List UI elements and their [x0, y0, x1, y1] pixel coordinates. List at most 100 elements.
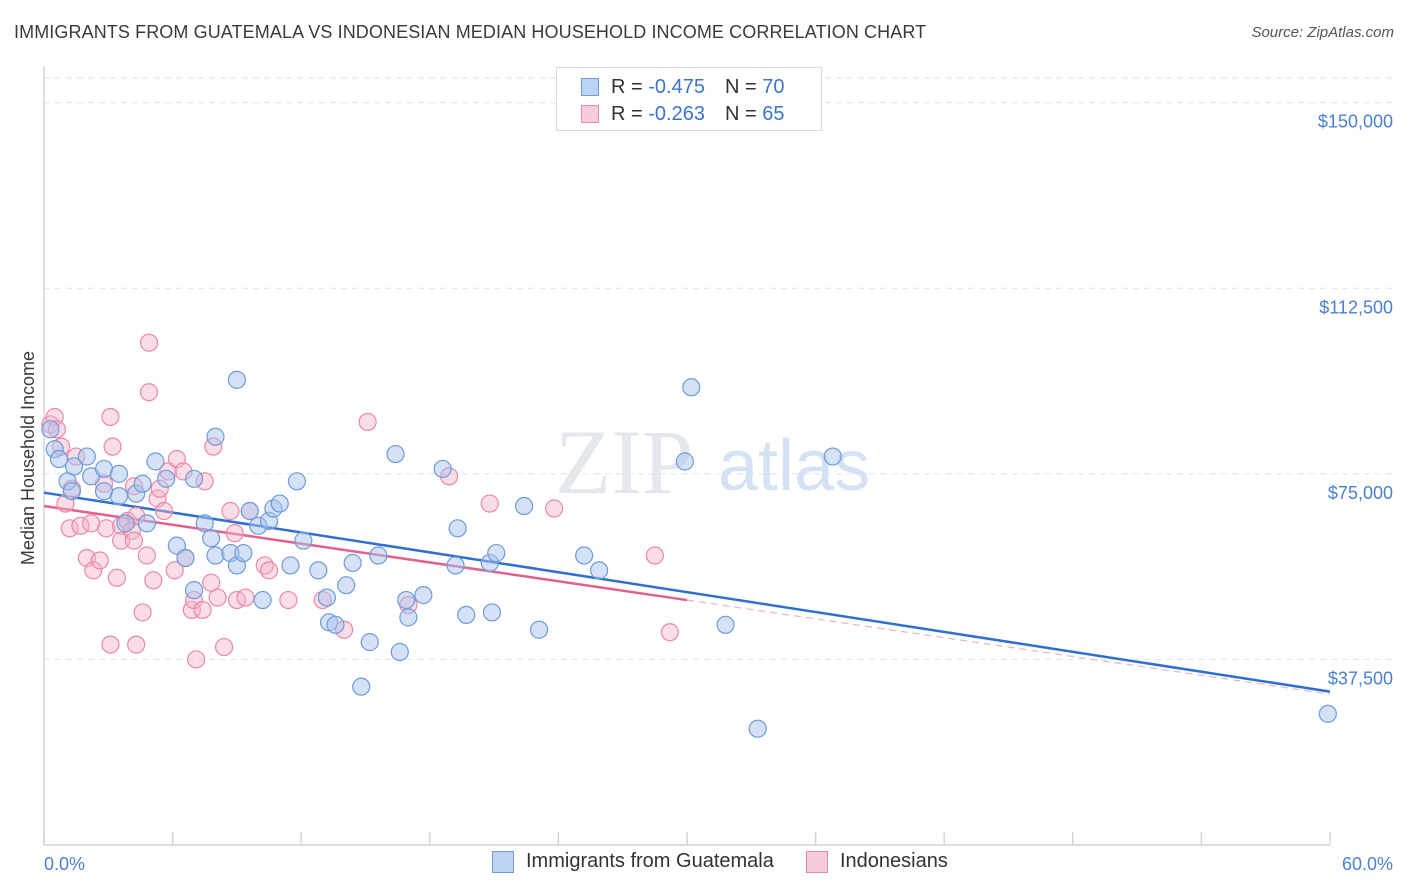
legend-r-label: R =: [611, 102, 643, 125]
data-point-guatemala: [64, 457, 84, 476]
axis-labels: $37,500 $75,000 $112,500 $150,000 0.0% 60.0% M…: [18, 112, 1393, 874]
data-point-guatemala: [157, 469, 176, 488]
data-point-indonesians: [127, 635, 146, 654]
legend-swatch-pink: [806, 850, 828, 873]
data-point-guatemala: [482, 603, 502, 622]
watermark-atlas: atlas: [718, 426, 870, 506]
data-point-guatemala: [446, 556, 465, 575]
legend-item-indonesians: Indonesians: [806, 850, 948, 873]
data-point-indonesians: [82, 514, 101, 533]
data-point-indonesians: [144, 571, 163, 590]
data-point-indonesians: [133, 603, 152, 622]
data-point-guatemala: [590, 561, 609, 580]
data-point-guatemala: [109, 487, 129, 506]
legend-r-label: R =: [611, 75, 643, 98]
legend-item-guatemala: Immigrants from Guatemala: [492, 850, 774, 873]
data-point-guatemala: [62, 482, 81, 501]
data-point-guatemala: [326, 615, 345, 634]
data-point-guatemala: [227, 370, 246, 389]
legend-n-label: N =: [724, 75, 757, 98]
y-tick-label: $112,500: [1319, 297, 1393, 317]
data-point-indonesians: [660, 623, 679, 642]
data-point-guatemala: [116, 514, 135, 533]
data-point-indonesians: [208, 588, 227, 607]
data-point-indonesians: [101, 635, 120, 654]
data-point-guatemala: [206, 546, 225, 565]
data-point-indonesians: [139, 333, 159, 352]
data-point-guatemala: [487, 543, 506, 563]
data-point-indonesians: [545, 499, 564, 518]
data-point-guatemala: [94, 459, 114, 479]
data-point-guatemala: [317, 588, 337, 607]
data-point-guatemala: [1318, 704, 1337, 723]
data-point-guatemala: [176, 548, 195, 568]
y-axis-label: Median Household Income: [18, 351, 38, 565]
data-point-guatemala: [94, 482, 114, 501]
legend-row-guatemala: R = -0.475 N = 70: [581, 76, 784, 98]
data-point-guatemala: [184, 469, 204, 488]
legend-row-indonesians: R = -0.263 N = 65: [581, 103, 784, 125]
trend-line-indonesians-extension: [686, 599, 1331, 695]
y-tick-label: $150,000: [1318, 112, 1393, 132]
data-point-guatemala: [287, 472, 307, 491]
data-point-guatemala: [49, 449, 69, 469]
y-tick-label: $75,000: [1328, 483, 1393, 503]
x-tick-label-min: 0.0%: [44, 854, 85, 874]
data-point-indonesians: [225, 524, 244, 543]
data-point-indonesians: [214, 637, 234, 657]
data-point-guatemala: [682, 378, 701, 397]
watermark-zip: ZIP: [555, 411, 693, 513]
watermark: ZIP atlas: [555, 411, 870, 513]
data-point-guatemala: [270, 494, 289, 513]
data-point-indonesians: [358, 412, 377, 432]
data-point-indonesians: [103, 437, 122, 456]
data-point-guatemala: [309, 561, 328, 580]
data-point-indonesians: [84, 561, 103, 580]
data-point-guatemala: [184, 581, 204, 600]
legend-r-value: -0.475: [648, 75, 705, 98]
data-point-guatemala: [369, 546, 388, 565]
data-point-indonesians: [154, 501, 174, 521]
legend-swatch-pink: [581, 105, 599, 123]
data-point-guatemala: [133, 474, 152, 493]
data-point-indonesians: [137, 546, 156, 565]
axes: [43, 66, 1331, 846]
data-point-guatemala: [240, 501, 259, 521]
series-legend: Immigrants from Guatemala Indonesians: [0, 850, 1406, 880]
x-tick-label-max: 60.0%: [1342, 854, 1393, 874]
data-point-guatemala: [399, 608, 418, 627]
data-point-indonesians: [124, 531, 144, 550]
legend-n-label: N =: [724, 102, 757, 125]
data-point-guatemala: [575, 546, 594, 565]
data-point-guatemala: [716, 615, 735, 634]
data-point-indonesians: [90, 551, 109, 570]
data-point-indonesians: [139, 383, 159, 402]
data-point-indonesians: [221, 501, 240, 521]
legend-r-value: -0.263: [648, 102, 705, 125]
data-point-indonesians: [165, 561, 184, 580]
data-point-guatemala: [281, 556, 300, 575]
data-point-guatemala: [457, 605, 476, 625]
data-point-guatemala: [448, 519, 467, 538]
data-point-guatemala: [515, 496, 534, 516]
series-guatemala: [41, 370, 1337, 738]
data-point-guatemala: [343, 553, 362, 573]
data-point-indonesians: [279, 590, 298, 610]
data-point-guatemala: [390, 642, 409, 662]
legend-n-value: 70: [762, 75, 785, 98]
y-tick-label: $37,500: [1328, 668, 1393, 688]
legend-label-indonesians: Indonesians: [840, 850, 948, 872]
data-point-guatemala: [234, 543, 253, 563]
chart-title: IMMIGRANTS FROM GUATEMALA VS INDONESIAN …: [14, 22, 927, 42]
data-point-guatemala: [414, 586, 433, 605]
data-point-guatemala: [167, 536, 186, 555]
data-point-indonesians: [187, 650, 206, 669]
data-point-indonesians: [480, 494, 499, 513]
data-point-indonesians: [236, 588, 255, 607]
legend-swatch-blue: [492, 850, 514, 873]
data-point-guatemala: [386, 444, 405, 464]
data-point-guatemala: [397, 590, 416, 610]
data-point-indonesians: [60, 519, 79, 538]
data-point-guatemala: [294, 531, 313, 550]
